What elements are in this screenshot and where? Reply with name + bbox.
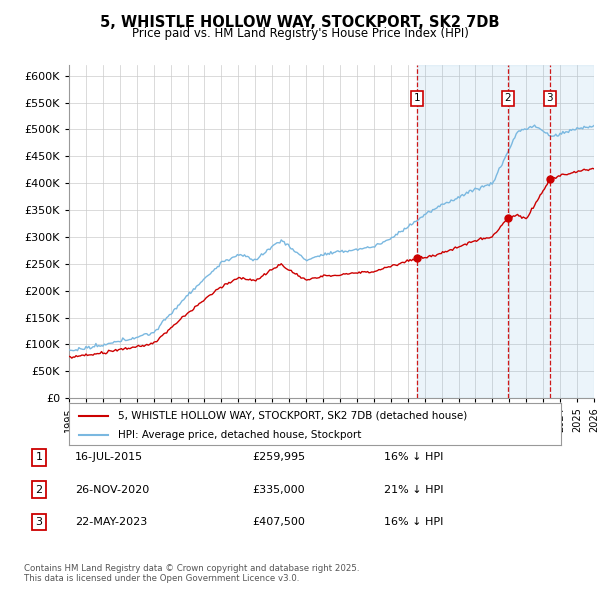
Text: 16% ↓ HPI: 16% ↓ HPI [384, 453, 443, 462]
Text: 16-JUL-2015: 16-JUL-2015 [75, 453, 143, 462]
Text: 5, WHISTLE HOLLOW WAY, STOCKPORT, SK2 7DB (detached house): 5, WHISTLE HOLLOW WAY, STOCKPORT, SK2 7D… [118, 411, 467, 421]
Bar [417, 65, 594, 398]
Text: Price paid vs. HM Land Registry's House Price Index (HPI): Price paid vs. HM Land Registry's House … [131, 27, 469, 40]
Text: 1: 1 [35, 453, 43, 462]
Text: 21% ↓ HPI: 21% ↓ HPI [384, 485, 443, 494]
Text: 16% ↓ HPI: 16% ↓ HPI [384, 517, 443, 527]
Text: £407,500: £407,500 [252, 517, 305, 527]
Text: 2: 2 [35, 485, 43, 494]
Text: 1: 1 [413, 93, 420, 103]
Text: £335,000: £335,000 [252, 485, 305, 494]
Text: Contains HM Land Registry data © Crown copyright and database right 2025.
This d: Contains HM Land Registry data © Crown c… [24, 563, 359, 583]
Text: 5, WHISTLE HOLLOW WAY, STOCKPORT, SK2 7DB: 5, WHISTLE HOLLOW WAY, STOCKPORT, SK2 7D… [100, 15, 500, 30]
Text: £259,995: £259,995 [252, 453, 305, 462]
Text: 2: 2 [505, 93, 511, 103]
Text: HPI: Average price, detached house, Stockport: HPI: Average price, detached house, Stoc… [118, 430, 362, 440]
Text: 22-MAY-2023: 22-MAY-2023 [75, 517, 147, 527]
Text: 26-NOV-2020: 26-NOV-2020 [75, 485, 149, 494]
Text: 3: 3 [35, 517, 43, 527]
Text: 3: 3 [547, 93, 553, 103]
